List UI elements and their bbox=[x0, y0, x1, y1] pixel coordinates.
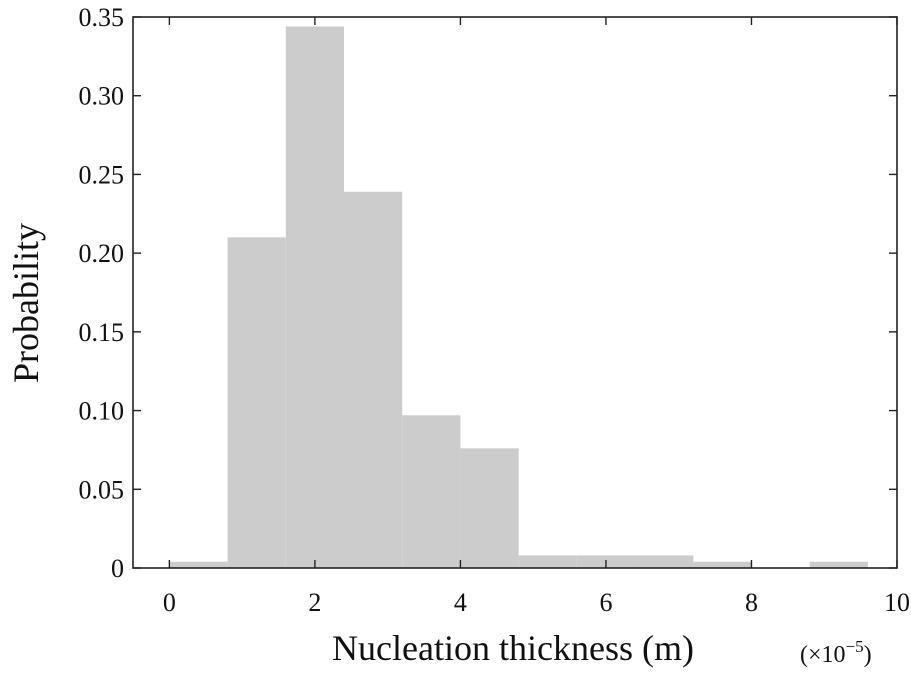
y-tick-label: 0.15 bbox=[79, 318, 125, 347]
histogram-bar bbox=[344, 191, 403, 568]
y-tick-label: 0.30 bbox=[79, 82, 125, 111]
y-axis-title: Probability bbox=[6, 223, 46, 383]
x-tick-label: 10 bbox=[884, 588, 910, 617]
bars-group bbox=[169, 26, 868, 568]
y-axis-ticks: 0 0.05 0.10 0.15 0.20 0.25 0.30 0.35 bbox=[79, 3, 897, 583]
histogram-bar bbox=[635, 555, 694, 568]
x-axis-ticks: 0 2 4 6 8 10 bbox=[163, 17, 910, 617]
histogram-bar bbox=[460, 448, 519, 568]
histogram-bar bbox=[809, 561, 868, 568]
histogram-bar bbox=[402, 415, 461, 568]
x-tick-label: 4 bbox=[454, 588, 467, 617]
y-tick-label: 0.35 bbox=[79, 3, 125, 32]
x-axis-multiplier-base: (×10 bbox=[800, 642, 846, 668]
y-tick-label: 0.10 bbox=[79, 397, 125, 426]
y-tick-label: 0 bbox=[111, 554, 124, 583]
plot-frame bbox=[132, 16, 898, 569]
x-axis-multiplier-exponent: −5 bbox=[846, 637, 864, 656]
y-tick-label: 0.05 bbox=[79, 475, 125, 504]
histogram-bar bbox=[227, 237, 286, 568]
x-tick-label: 0 bbox=[163, 588, 176, 617]
histogram-bar bbox=[518, 555, 577, 568]
x-axis-title: Nucleation thickness (m) bbox=[332, 628, 694, 668]
histogram-bar bbox=[285, 26, 345, 568]
x-tick-label: 8 bbox=[745, 588, 758, 617]
histogram-bar bbox=[169, 561, 228, 568]
x-tick-label: 2 bbox=[308, 588, 321, 617]
x-axis-multiplier-close: ) bbox=[864, 642, 872, 668]
x-axis-multiplier: (×10−5) bbox=[800, 637, 872, 668]
x-tick-label: 6 bbox=[599, 588, 612, 617]
y-tick-label: 0.25 bbox=[79, 160, 125, 189]
y-tick-label: 0.20 bbox=[79, 239, 125, 268]
histogram-bar bbox=[693, 561, 752, 568]
